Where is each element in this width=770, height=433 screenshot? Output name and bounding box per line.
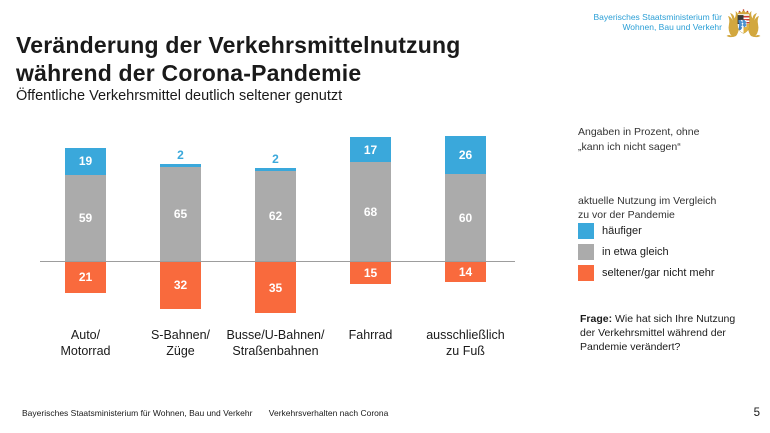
- legend-title: aktuelle Nutzung im Vergleich zu vor der…: [578, 195, 717, 221]
- legend-swatch-orange: [578, 265, 594, 281]
- bar-segment-haeufiger: [160, 163, 201, 167]
- ministry-name: Bayerisches Staatsministerium für Wohnen…: [593, 12, 723, 32]
- bavaria-coat-of-arms-logo: [726, 9, 761, 38]
- bar-segment-gleich: 65: [160, 166, 201, 262]
- bar-segment-seltener: 21: [65, 262, 106, 293]
- slide-title: Veränderung der Verkehrsmittelnutzung wä…: [16, 32, 461, 86]
- survey-question: Frage: Wie hat sich Ihre Nutzung der Ver…: [580, 312, 738, 354]
- legend-label: in etwa gleich: [602, 246, 669, 258]
- legend-item-haeufiger: häufiger: [578, 223, 715, 239]
- bar-segment-seltener: 15: [350, 262, 391, 284]
- bar-value-label-haeufiger: 2: [177, 147, 184, 162]
- legend-swatch-gray: [578, 244, 594, 260]
- bar-segment-gleich: 62: [255, 170, 296, 262]
- category-label: ausschließlich zu Fuß: [426, 328, 505, 358]
- bar-segment-haeufiger: 17: [350, 137, 391, 163]
- legend-label: häufiger: [602, 225, 642, 237]
- legend-swatch-blue: [578, 223, 594, 239]
- bar-segment-seltener: 14: [445, 262, 486, 283]
- percent-note: Angaben in Prozent, ohne „kann ich nicht…: [578, 126, 700, 153]
- page-number: 5: [753, 407, 760, 419]
- legend-label: seltener/gar nicht mehr: [602, 267, 715, 279]
- bar-segment-seltener: 35: [255, 262, 296, 314]
- bar-segment-haeufiger: 26: [445, 135, 486, 174]
- bar-segment-gleich: 60: [445, 173, 486, 262]
- chart-zero-baseline: [40, 261, 515, 262]
- category-label: S-Bahnen/ Züge: [150, 328, 211, 358]
- category-label: Busse/U-Bahnen/ Straßenbahnen: [226, 328, 325, 358]
- footer-ministry: Bayerisches Staatsministerium für Wohnen…: [22, 408, 253, 418]
- legend-item-gleich: in etwa gleich: [578, 244, 715, 260]
- question-label: Frage:: [580, 313, 613, 325]
- footer-document-title: Verkehrsverhalten nach Corona: [268, 408, 389, 418]
- bar-segment-haeufiger: 19: [65, 147, 106, 176]
- bar-value-label-haeufiger: 2: [272, 152, 279, 167]
- bar-segment-gleich: 68: [350, 162, 391, 262]
- question-text: Wie hat sich Ihre Nutzung der Verkehrsmi…: [580, 313, 736, 353]
- legend-item-seltener: seltener/gar nicht mehr: [578, 265, 715, 281]
- chart-legend: häufiger in etwa gleich seltener/gar nic…: [578, 223, 715, 286]
- category-label: Auto/ Motorrad: [60, 328, 111, 358]
- bar-segment-seltener: 32: [160, 262, 201, 309]
- diverging-stacked-bar-chart: 19 59 21 Auto/ Motorrad 65 32 2 S-Bahnen/ Züge 6…: [40, 120, 515, 380]
- bar-segment-gleich: 59: [65, 175, 106, 262]
- footer: Bayerisches Staatsministerium für Wohnen…: [22, 408, 388, 418]
- bar-segment-haeufiger: [255, 168, 296, 171]
- category-label: Fahrrad: [348, 328, 393, 342]
- slide-subtitle: Öffentliche Verkehrsmittel deutlich selt…: [16, 88, 343, 104]
